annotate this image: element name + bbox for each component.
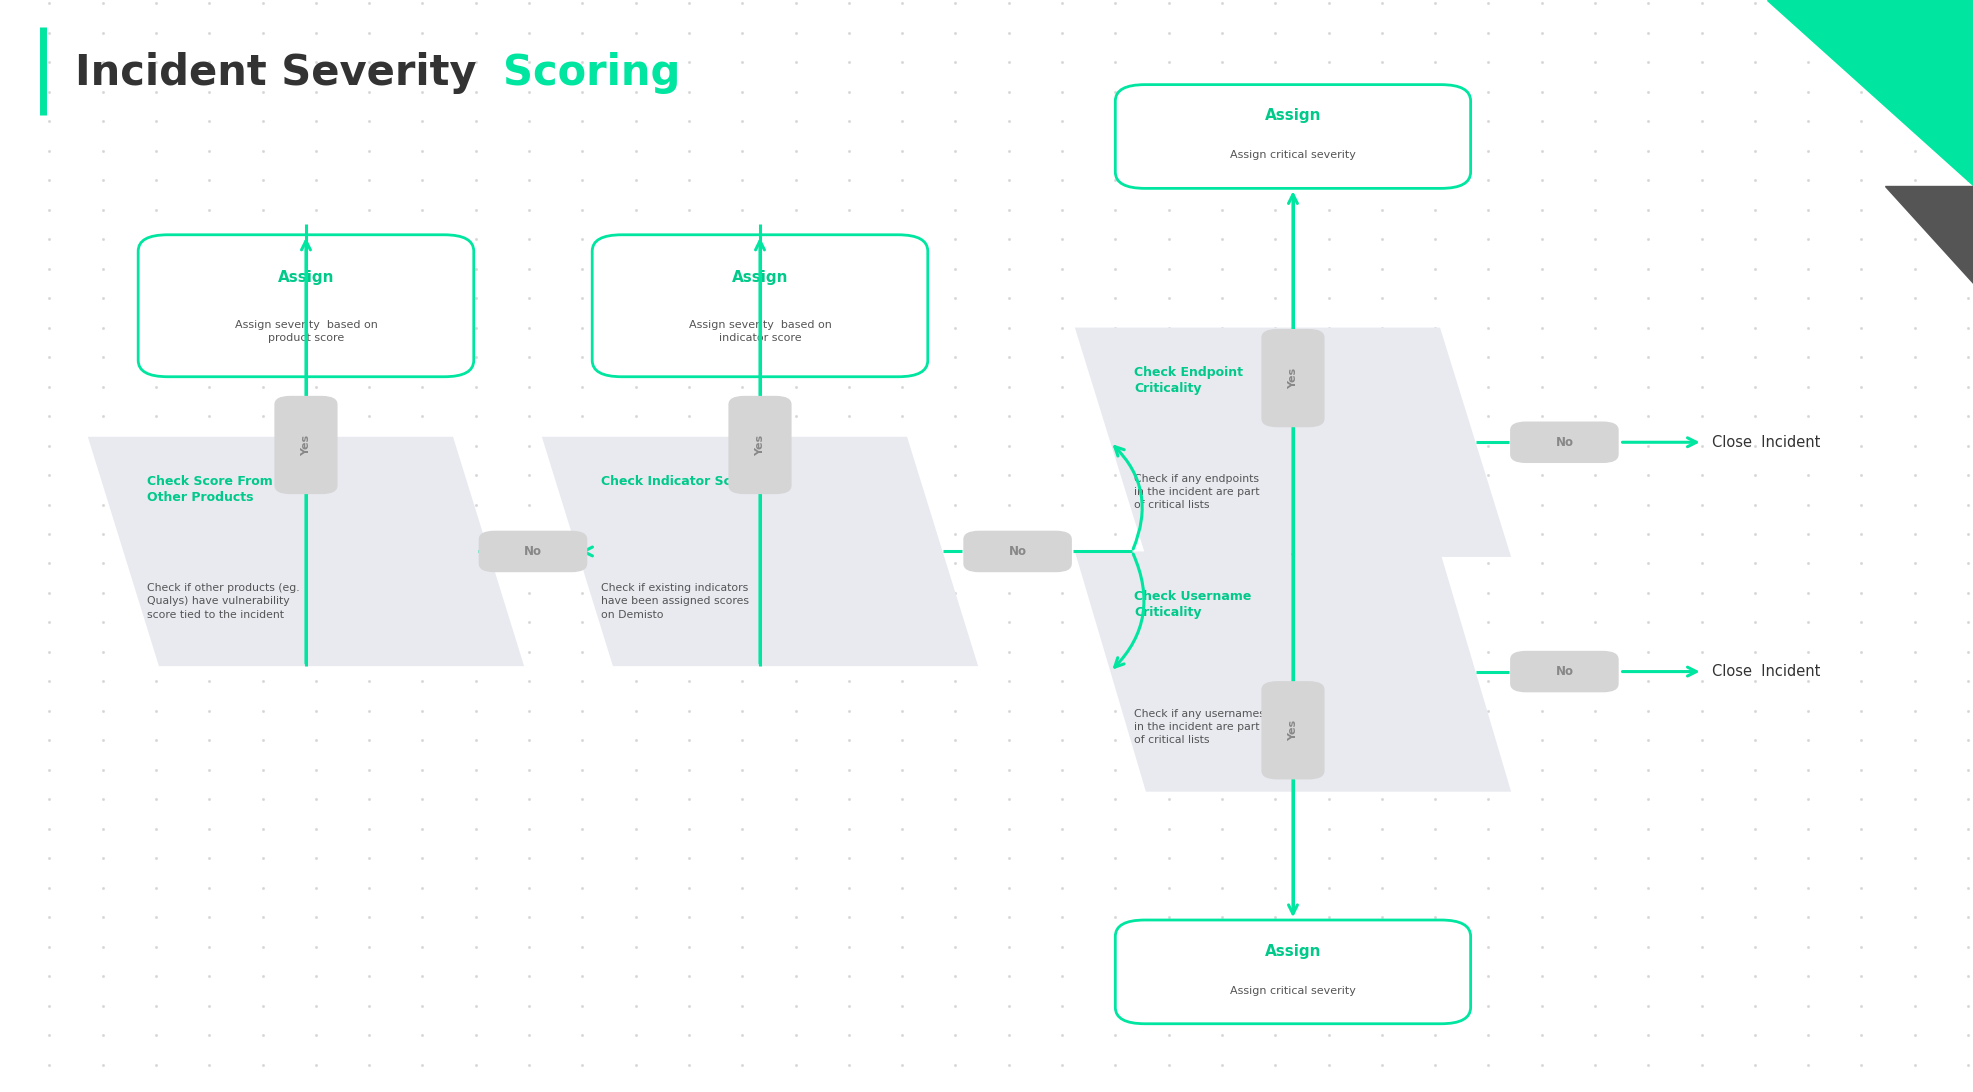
Text: Assign: Assign bbox=[732, 270, 787, 285]
Polygon shape bbox=[87, 437, 525, 666]
Text: Check if existing indicators
have been assigned scores
on Demisto: Check if existing indicators have been a… bbox=[600, 583, 748, 619]
Text: Assign severity  based on
product score: Assign severity based on product score bbox=[235, 320, 377, 343]
Text: No: No bbox=[1555, 436, 1572, 449]
FancyBboxPatch shape bbox=[1115, 919, 1470, 1024]
FancyBboxPatch shape bbox=[138, 235, 474, 377]
Text: Scoring: Scoring bbox=[503, 52, 681, 94]
Text: Close  Incident: Close Incident bbox=[1713, 664, 1819, 679]
Polygon shape bbox=[1884, 186, 1973, 284]
FancyBboxPatch shape bbox=[592, 235, 927, 377]
Text: Yes: Yes bbox=[1286, 720, 1298, 740]
FancyBboxPatch shape bbox=[963, 531, 1071, 572]
Text: Yes: Yes bbox=[300, 435, 312, 455]
Text: Assign: Assign bbox=[1265, 943, 1320, 959]
Text: Check if other products (eg.
Qualys) have vulnerability
score tied to the incide: Check if other products (eg. Qualys) hav… bbox=[146, 583, 300, 619]
Text: Yes: Yes bbox=[754, 435, 766, 455]
FancyBboxPatch shape bbox=[1261, 329, 1324, 427]
FancyBboxPatch shape bbox=[728, 396, 791, 494]
Text: Assign critical severity: Assign critical severity bbox=[1229, 151, 1355, 161]
FancyBboxPatch shape bbox=[1509, 422, 1618, 463]
Polygon shape bbox=[1073, 551, 1511, 792]
Text: Assign critical severity: Assign critical severity bbox=[1229, 986, 1355, 996]
Text: Assign: Assign bbox=[278, 270, 333, 285]
Text: Check Endpoint
Criticality: Check Endpoint Criticality bbox=[1133, 366, 1243, 395]
FancyBboxPatch shape bbox=[1115, 85, 1470, 188]
Text: Close  Incident: Close Incident bbox=[1713, 435, 1819, 450]
Text: Assign: Assign bbox=[1265, 108, 1320, 123]
Text: Check Username
Criticality: Check Username Criticality bbox=[1133, 590, 1251, 619]
Text: No: No bbox=[1008, 545, 1026, 558]
Text: Check Score From
Other Products: Check Score From Other Products bbox=[146, 475, 272, 505]
FancyBboxPatch shape bbox=[274, 396, 337, 494]
Polygon shape bbox=[1766, 0, 1973, 186]
FancyBboxPatch shape bbox=[1509, 651, 1618, 692]
Polygon shape bbox=[541, 437, 979, 666]
Text: Check Indicator Score: Check Indicator Score bbox=[600, 475, 754, 488]
Text: Assign severity  based on
indicator score: Assign severity based on indicator score bbox=[689, 320, 831, 343]
Text: No: No bbox=[1555, 665, 1572, 678]
Text: Check if any endpoints
in the incident are part
of critical lists: Check if any endpoints in the incident a… bbox=[1133, 474, 1259, 510]
Text: Check if any usernames
in the incident are part
of critical lists: Check if any usernames in the incident a… bbox=[1133, 709, 1265, 745]
Text: Incident Severity: Incident Severity bbox=[75, 52, 491, 94]
Text: Yes: Yes bbox=[1286, 368, 1298, 389]
FancyBboxPatch shape bbox=[1261, 681, 1324, 780]
Polygon shape bbox=[1073, 328, 1511, 557]
Text: No: No bbox=[523, 545, 543, 558]
FancyBboxPatch shape bbox=[479, 531, 588, 572]
